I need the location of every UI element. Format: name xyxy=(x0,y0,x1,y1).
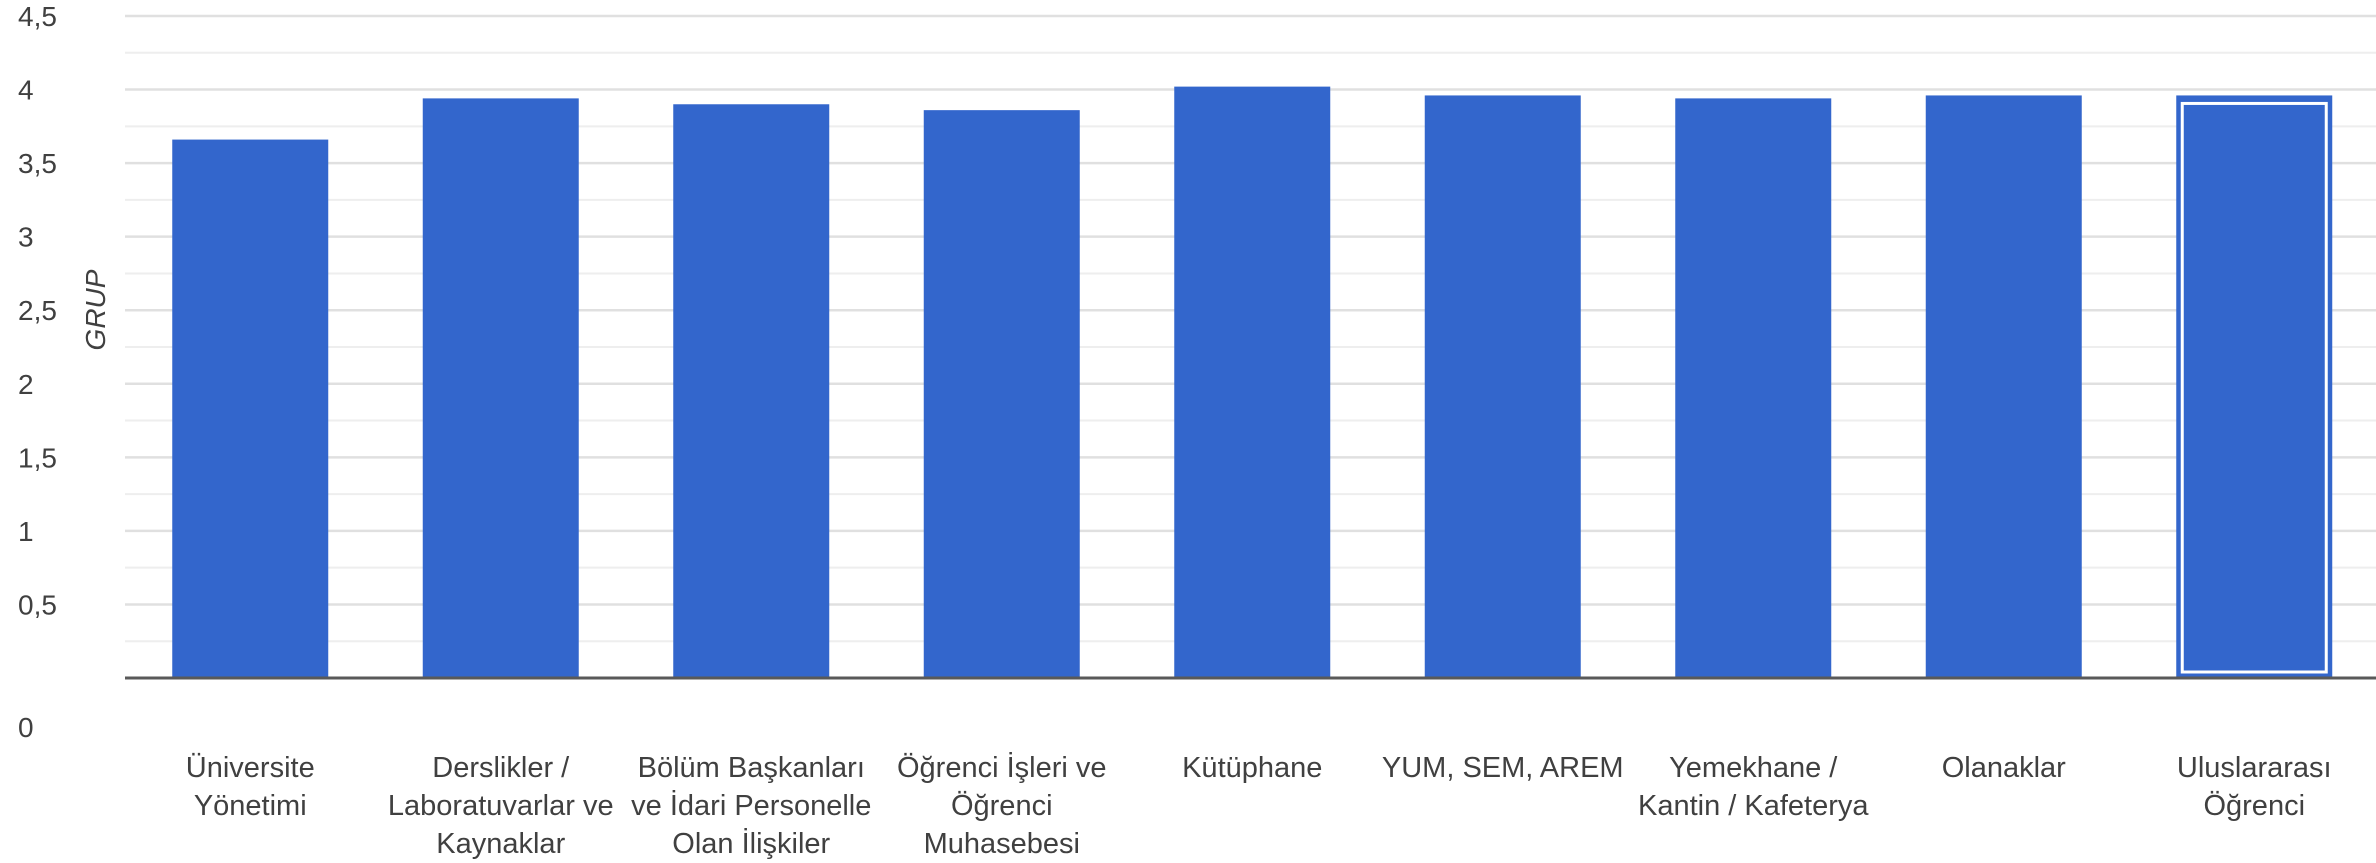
category-label: Yemekhane / Kantin / Kafeterya xyxy=(1638,752,1869,822)
bar xyxy=(1925,95,2082,678)
y-tick-label: 4 xyxy=(18,75,34,106)
category-label: Üniversite Yönetimi xyxy=(186,752,315,822)
y-tick-label: 4,5 xyxy=(18,1,57,32)
bar xyxy=(172,139,329,678)
bar-selection-outline xyxy=(2180,101,2328,674)
y-tick-label: 2 xyxy=(18,369,34,400)
y-tick-label: 1 xyxy=(18,516,34,547)
category-label: Olanaklar xyxy=(1942,752,2066,784)
x-axis-labels: Üniversite Yönetimi Derslikler / Laboratuva… xyxy=(186,751,2332,860)
y-tick-label: 0 xyxy=(18,712,34,743)
bar xyxy=(923,110,1080,678)
bar xyxy=(1424,95,1581,678)
bar xyxy=(422,98,579,679)
bars xyxy=(172,86,2333,679)
bar xyxy=(1675,98,1832,679)
bar xyxy=(673,104,830,679)
category-label: Derslikler / Laboratuvarlar ve Kaynaklar xyxy=(388,752,614,860)
category-label: Bölüm Başkanları ve İdari Personelle Olan … xyxy=(631,752,871,860)
y-tick-label: 3 xyxy=(18,222,34,253)
y-tick-label: 2,5 xyxy=(18,295,57,326)
category-label: Uluslararası Öğrenci xyxy=(2177,752,2332,822)
bar xyxy=(2176,95,2333,678)
y-tick-label: 3,5 xyxy=(18,148,57,179)
bar xyxy=(1174,86,1331,678)
y-tick-label: 1,5 xyxy=(18,442,57,473)
category-label: Öğrenci İşleri ve Öğrenci Muhasebesi xyxy=(897,751,1107,860)
y-axis-title: GRUP xyxy=(80,269,111,350)
y-axis-ticks: 0 0,5 1 1,5 2 2,5 3 3,5 4 4,5 xyxy=(18,1,57,743)
category-label: YUM, SEM, AREM xyxy=(1382,752,1624,784)
category-label: Kütüphane xyxy=(1182,752,1322,784)
y-tick-label: 0,5 xyxy=(18,589,57,620)
